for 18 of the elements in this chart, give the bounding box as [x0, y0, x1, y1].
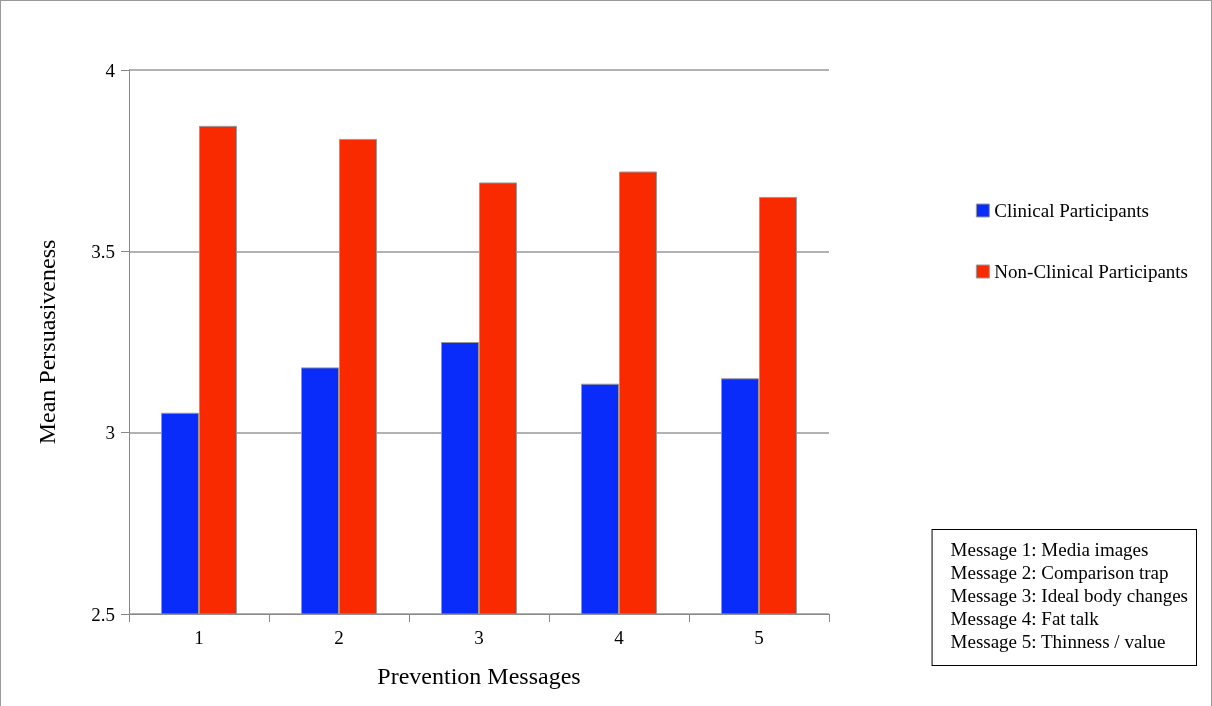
x-axis-title: Prevention Messages — [377, 663, 581, 689]
text: Message 1: Media images — [950, 539, 1149, 560]
legend-label: Non-Clinical Participants — [994, 261, 1188, 282]
text: Message 2: Comparison trap — [950, 562, 1169, 583]
x-tick-label: 2 — [334, 627, 344, 648]
text: Message 4: Fat talk — [950, 608, 1100, 629]
x-tick-label: 1 — [194, 627, 204, 648]
x-tick-label: 4 — [614, 627, 625, 648]
y-tick-label: 2.5 — [91, 603, 115, 625]
x-tick-label: 5 — [754, 627, 764, 648]
y-tick-label: 3.5 — [91, 240, 115, 262]
y-tick-label: 4 — [105, 59, 116, 81]
x-tick-label: 3 — [474, 627, 484, 648]
text: Message 5: Thinness / value — [950, 631, 1166, 652]
y-tick-label: 3 — [105, 422, 115, 444]
legend-label: Clinical Participants — [994, 200, 1149, 221]
y-axis-title: Mean Persuasiveness — [34, 239, 60, 445]
text: Message 3: Ideal body changes — [950, 585, 1189, 606]
